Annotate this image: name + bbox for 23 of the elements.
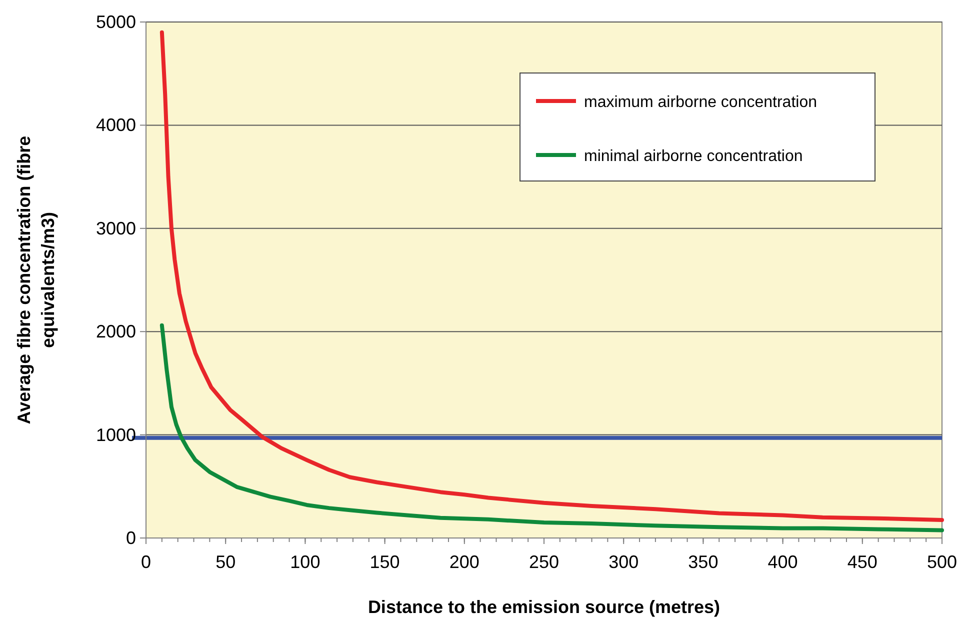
line-series [160,30,944,522]
x-tick-label: 400 [768,552,798,572]
x-axis-title: Distance to the emission source (metres) [368,597,720,617]
y-tick-label: 1000 [96,424,136,445]
x-tick-label: 100 [290,552,320,572]
line-series [160,323,944,532]
x-tick-label: 500 [926,552,958,572]
y-tick-label: 2000 [96,322,136,342]
legend-label: minimal airborne concentration [584,148,803,165]
x-tick-label: 150 [370,552,400,572]
x-tick-label: 200 [449,552,480,572]
y-axis-title: Average fibre concentration (fibre equivalents/m3) [14,136,58,424]
x-tick-label: 50 [216,552,236,572]
x-tick-label: 300 [608,552,639,572]
x-tick-label: 450 [847,552,878,572]
y-tick-label: 4000 [96,115,136,136]
y-tick-label: 5000 [96,12,136,32]
x-tick-label: 0 [140,552,152,572]
x-tick-label: 350 [688,552,718,572]
y-tick-label: 3000 [96,218,136,238]
y-tick-label: 0 [126,528,136,548]
legend-label: maximum airborne concentration [584,94,817,111]
x-tick-label: 250 [528,552,560,572]
